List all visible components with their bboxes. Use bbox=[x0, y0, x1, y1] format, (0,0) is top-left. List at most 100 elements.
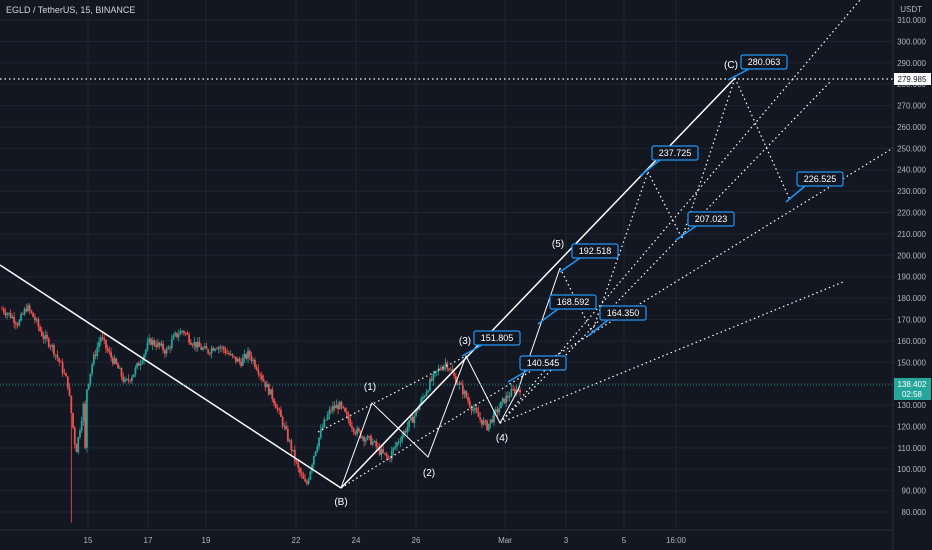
candle-body bbox=[212, 348, 215, 351]
candle-body bbox=[91, 364, 93, 374]
candle-body bbox=[357, 428, 360, 432]
callout-value: 226.525 bbox=[804, 174, 837, 184]
candle-body bbox=[111, 357, 114, 364]
candle-body bbox=[439, 368, 442, 370]
candle-body bbox=[274, 403, 277, 409]
candle-body bbox=[20, 314, 22, 321]
candle-body bbox=[463, 391, 466, 395]
candle-body bbox=[37, 319, 40, 327]
candle-body bbox=[260, 375, 263, 380]
candle-body bbox=[188, 334, 191, 343]
y-tick-label: 80.000 bbox=[902, 508, 927, 517]
candle-body bbox=[480, 419, 483, 425]
candle-body bbox=[458, 383, 461, 385]
path-a-to-b bbox=[591, 171, 649, 333]
callout-box bbox=[687, 211, 735, 227]
plot-background bbox=[0, 0, 893, 530]
candle-body bbox=[347, 414, 350, 420]
channel-bottom bbox=[499, 281, 844, 424]
candle-body bbox=[53, 345, 55, 355]
y-tick-label: 270.000 bbox=[897, 102, 926, 111]
candle-body bbox=[94, 354, 97, 356]
candle-body bbox=[484, 420, 487, 422]
y-tick-label: 240.000 bbox=[897, 166, 926, 175]
candle-body bbox=[189, 342, 192, 345]
candle-body bbox=[257, 369, 260, 374]
candle-body bbox=[510, 389, 513, 397]
candle-body bbox=[8, 312, 10, 314]
candle-body bbox=[330, 409, 333, 411]
wave-label: (2) bbox=[423, 468, 435, 479]
candle-body bbox=[89, 373, 92, 384]
x-tick-label: 26 bbox=[412, 536, 421, 545]
candle-body bbox=[68, 387, 71, 396]
candle-body bbox=[276, 408, 279, 410]
x-tick-label: 22 bbox=[292, 536, 301, 545]
callout-box bbox=[796, 171, 844, 187]
candle-body bbox=[176, 332, 178, 337]
candle-body bbox=[408, 420, 411, 428]
candle-body bbox=[288, 440, 291, 442]
callout-value: 280.063 bbox=[748, 57, 781, 67]
candle-body bbox=[248, 350, 251, 357]
target-callout: 192.518 bbox=[559, 243, 619, 273]
currency-label: USDT bbox=[900, 5, 922, 14]
candle-body bbox=[498, 408, 501, 413]
candle-body bbox=[151, 340, 154, 345]
candle-body bbox=[460, 383, 462, 385]
y-tick-label: 110.000 bbox=[898, 444, 927, 453]
wave-label: (B) bbox=[334, 497, 347, 508]
callout-pointer bbox=[639, 159, 661, 177]
target-callout: 280.063 bbox=[727, 54, 788, 81]
candle-body bbox=[290, 440, 293, 451]
candle-body bbox=[333, 406, 336, 409]
candle-body bbox=[11, 316, 14, 318]
candle-body bbox=[4, 312, 7, 316]
candle-body bbox=[422, 396, 424, 399]
candle-body bbox=[293, 449, 296, 461]
candle-body bbox=[224, 349, 227, 354]
candle-body bbox=[226, 353, 229, 354]
candle-body bbox=[87, 383, 90, 390]
candle-body bbox=[399, 441, 402, 443]
candle-body bbox=[479, 417, 482, 420]
candle-body bbox=[373, 441, 376, 442]
candle-body bbox=[221, 346, 223, 348]
candle-body bbox=[337, 404, 339, 410]
candle-body bbox=[416, 409, 419, 411]
y-tick-label: 250.000 bbox=[897, 144, 926, 153]
candle-body bbox=[122, 376, 125, 382]
candle-body bbox=[280, 410, 282, 417]
candle-body bbox=[262, 379, 265, 382]
candle-body bbox=[382, 449, 385, 453]
candle-body bbox=[494, 409, 497, 412]
path-b-to-c bbox=[647, 171, 683, 239]
candle-body bbox=[470, 406, 473, 411]
candle-body bbox=[427, 390, 430, 393]
candle-body bbox=[415, 409, 417, 416]
candle-body bbox=[183, 331, 185, 334]
callout-box bbox=[599, 305, 647, 321]
candle-body bbox=[378, 446, 381, 455]
candle-body bbox=[157, 342, 159, 348]
candle-body bbox=[472, 409, 475, 411]
candle-body bbox=[454, 376, 457, 384]
candle-body bbox=[512, 389, 514, 390]
candle-body bbox=[172, 335, 175, 340]
y-tick-label: 220.000 bbox=[897, 209, 926, 218]
candle-body bbox=[368, 435, 371, 437]
x-tick-label: 15 bbox=[84, 536, 93, 545]
candle-body bbox=[186, 333, 189, 335]
candle-body bbox=[366, 435, 369, 440]
candle-body bbox=[58, 358, 61, 362]
candle-body bbox=[77, 437, 80, 453]
candle-body bbox=[273, 399, 275, 404]
candle-body bbox=[380, 449, 383, 455]
candle-body bbox=[383, 452, 386, 454]
x-tick-label: 24 bbox=[352, 536, 361, 545]
candle-body bbox=[143, 354, 145, 361]
candle-body bbox=[79, 430, 81, 438]
candle-body bbox=[354, 432, 357, 434]
candle-body bbox=[28, 305, 31, 311]
